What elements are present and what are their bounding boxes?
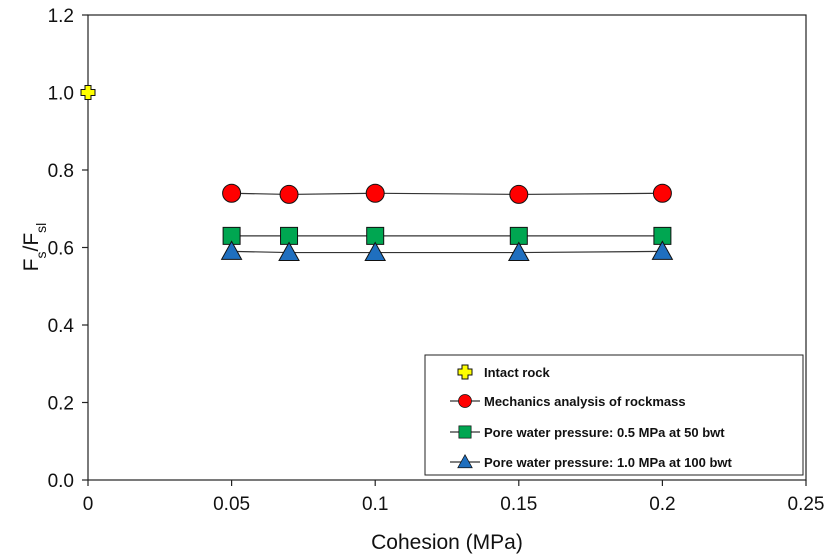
data-point-pore-water-pressure-1-0-mpa-at-100-bwt [278,241,300,262]
data-point-pore-water-pressure-1-0-mpa-at-100-bwt [220,240,243,260]
y-tick-label: 1.2 [48,6,74,27]
x-tick-label: 0.05 [213,494,250,515]
legend-label: Mechanics analysis of rockmass [484,394,686,409]
data-point-pore-water-pressure-1-0-mpa-at-100-bwt [651,240,674,260]
legend-label: Intact rock [484,365,551,380]
data-point-mechanics-analysis-of-rockmass [652,183,672,203]
y-tick-label: 0.4 [48,316,75,337]
data-point-intact-rock [80,85,96,100]
x-axis-title: Cohesion (MPa) [371,531,523,554]
series-layer [80,85,674,262]
y-axis-ticks: 0.0 0.2 0.4 0.6 0.8 1.0 1.2 [48,6,88,492]
data-point-mechanics-analysis-of-rockmass [222,183,242,203]
y-axis-title-sub2: sl [33,223,49,233]
data-point-pore-water-pressure-1-0-mpa-at-100-bwt [364,241,387,262]
legend-box [424,354,804,476]
data-point-pore-water-pressure-1-0-mpa-at-100-bwt [507,241,530,262]
legend-marker [457,454,473,469]
y-tick-label: 1.0 [48,84,74,105]
legend-label: Pore water pressure: 0.5 MPa at 50 bwt [484,425,725,440]
series-pore-water-pressure-1-0-mpa-at-100-bwt [220,240,674,262]
y-axis-title-sub1: s [33,251,49,258]
x-tick-label: 0.25 [788,494,825,515]
x-axis-ticks: 0 0.05 0.1 0.15 0.2 0.25 [83,480,825,515]
x-tick-label: 0.2 [649,494,675,515]
series-intact-rock [80,85,96,100]
x-tick-label: 0.15 [500,494,537,515]
series-mechanics-analysis-of-rockmass [222,183,672,204]
data-point-mechanics-analysis-of-rockmass [365,183,385,203]
legend: Intact rock Mechanics analysis of rockmas… [424,354,804,476]
data-point-mechanics-analysis-of-rockmass [509,184,529,204]
x-tick-label: 0 [83,494,94,515]
data-point-mechanics-analysis-of-rockmass [279,184,299,204]
y-tick-label: 0.8 [48,161,74,182]
y-axis-title: Fs/Fsl [20,223,49,272]
legend-marker [457,364,473,380]
legend-marker [458,425,472,439]
y-tick-label: 0.0 [48,471,74,492]
y-axis-title-main: F [20,258,43,271]
legend-label: Pore water pressure: 1.0 MPa at 100 bwt [484,455,732,470]
y-tick-label: 0.6 [48,239,74,260]
legend-marker [458,394,472,408]
x-tick-label: 0.1 [362,494,388,515]
y-tick-label: 0.2 [48,394,74,415]
y-axis-title-sep: /F [20,233,43,252]
